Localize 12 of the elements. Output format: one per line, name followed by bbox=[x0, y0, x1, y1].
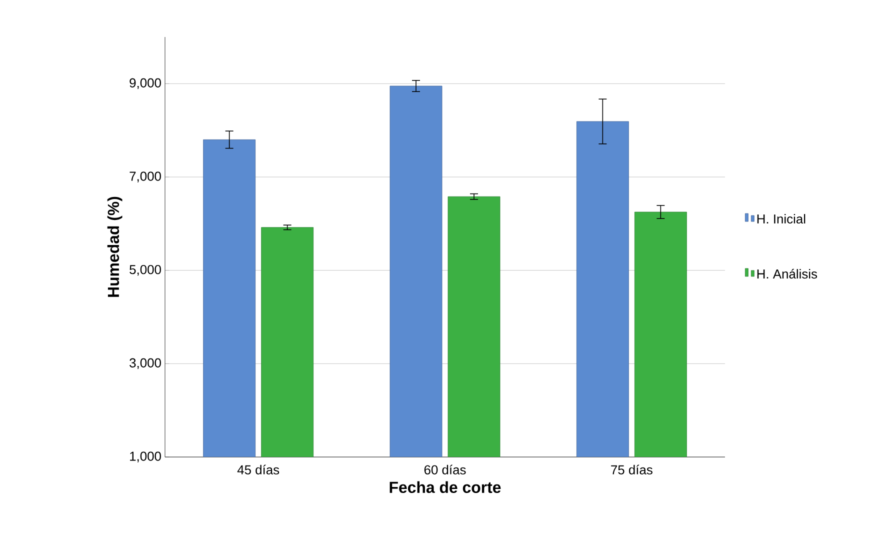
x-tick-label: 45 días bbox=[237, 464, 280, 474]
y-tick-label: 9,000 bbox=[130, 78, 161, 90]
legend-label: H. Análisis bbox=[757, 268, 818, 279]
y-axis-title: Humedad (%) bbox=[107, 196, 122, 297]
y-tick-label: 5,000 bbox=[130, 264, 161, 276]
y-tick-label: 1,000 bbox=[130, 452, 161, 462]
x-tick-label: 60 días bbox=[424, 464, 466, 474]
y-tick-label: 3,000 bbox=[130, 358, 161, 370]
x-tick-label: 75 días bbox=[611, 464, 652, 474]
x-axis-title: Fecha de corte bbox=[390, 481, 501, 493]
y-tick-label: 7,000 bbox=[130, 172, 161, 182]
legend-label: H. Inicial bbox=[757, 214, 806, 224]
